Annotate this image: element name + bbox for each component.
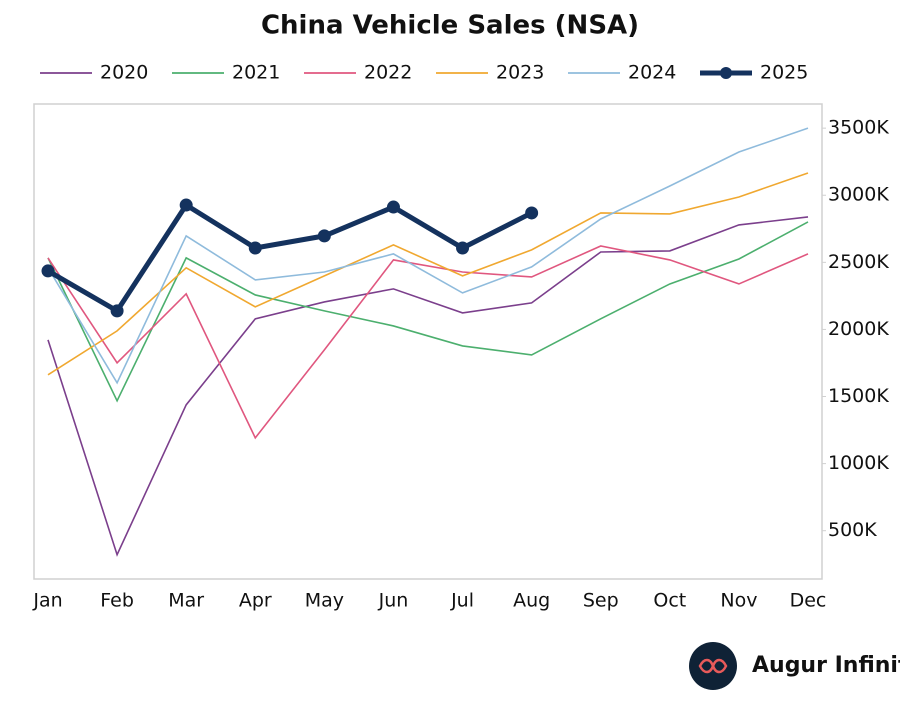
y-tick-label: 3000K — [828, 184, 889, 206]
logo-icon — [698, 658, 728, 674]
y-tick-label: 2000K — [828, 318, 889, 340]
legend-label: 2024 — [628, 62, 676, 84]
y-tick-label: 2500K — [828, 251, 889, 273]
y-tick-label: 3500K — [828, 117, 889, 139]
legend-label: 2020 — [100, 62, 148, 84]
x-tick-label: Nov — [720, 590, 757, 612]
y-tick-label: 500K — [828, 519, 877, 541]
series-line — [46, 201, 533, 315]
x-tick-label: Aug — [513, 590, 550, 612]
x-tick-label: Feb — [100, 590, 134, 612]
x-tick-label: Jun — [378, 590, 409, 612]
legend-marker — [720, 67, 732, 79]
y-tick-label: 1500K — [828, 385, 889, 407]
legend-label: 2023 — [496, 62, 544, 84]
point — [110, 304, 124, 318]
brand: Augur Infinity — [752, 653, 900, 678]
point — [386, 200, 400, 214]
series-line — [47, 127, 809, 385]
point — [41, 264, 55, 278]
series-line — [47, 216, 809, 557]
x-tick-label: Dec — [790, 590, 827, 612]
x-tick-label: Oct — [653, 590, 686, 612]
point — [248, 241, 262, 255]
x-tick-label: Jul — [450, 590, 474, 612]
point — [179, 198, 193, 212]
y-tick-label: 1000K — [828, 452, 889, 474]
x-tick-label: May — [305, 590, 344, 612]
x-tick-label: Jan — [32, 590, 62, 612]
plot-frame — [33, 103, 823, 580]
series-line — [47, 221, 809, 403]
series-line — [47, 245, 809, 440]
legend-label: 2021 — [232, 62, 280, 84]
point — [317, 229, 331, 243]
x-tick-label: Sep — [583, 590, 619, 612]
x-tick-label: Apr — [239, 590, 272, 612]
point — [456, 241, 470, 255]
legend-label: 2025 — [760, 62, 808, 84]
x-tick-label: Mar — [168, 590, 204, 612]
legend-label: 2022 — [364, 62, 412, 84]
point — [525, 206, 539, 220]
series-line — [47, 172, 809, 376]
chart-title: China Vehicle Sales (NSA) — [261, 11, 639, 41]
